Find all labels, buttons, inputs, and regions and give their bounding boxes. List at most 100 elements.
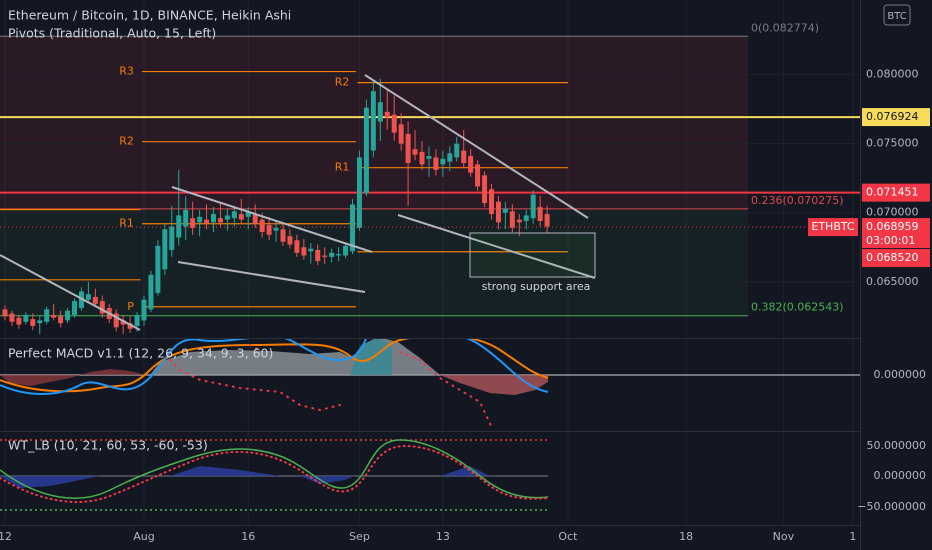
candle-body [176, 215, 182, 238]
candle-body [273, 227, 279, 231]
candle-body [419, 151, 425, 165]
candle-body [51, 314, 57, 318]
candle-body [23, 314, 29, 322]
trend-line [364, 74, 589, 219]
candle-body [2, 309, 8, 317]
candle-body [280, 229, 286, 242]
x-tick-label: Nov [773, 530, 795, 543]
candle-body [113, 313, 119, 328]
support-box [469, 232, 596, 278]
candle-body [440, 158, 446, 165]
macd-dots [169, 344, 493, 429]
candle-body [454, 143, 460, 158]
pivot-label: R1 [335, 161, 350, 174]
candle-body [65, 310, 71, 321]
candle-body [169, 226, 175, 250]
candle-body [315, 249, 321, 262]
candle-body [231, 211, 237, 219]
price-axis [860, 0, 932, 550]
candle-body [120, 320, 126, 325]
price-label-box [862, 108, 930, 127]
wt-area [0, 466, 490, 488]
candle-body [155, 245, 161, 293]
candle-body [266, 225, 272, 235]
candle-body [391, 114, 397, 133]
y-tick-label: 0.065000 [866, 275, 919, 288]
pivot-label: R2 [335, 76, 350, 89]
candle-body [405, 133, 411, 163]
candle-body [58, 316, 64, 324]
candle-body [370, 91, 376, 151]
countdown-label: 03:00:01 [866, 234, 915, 247]
price-label: 0.071451 [866, 186, 919, 199]
candle-body [127, 323, 133, 329]
macd-line [0, 339, 549, 395]
candle-body [537, 207, 543, 221]
fib-label: 0(0.082774) [751, 21, 819, 34]
candle-body [37, 320, 43, 324]
wt-tick-label: 50.000000 [867, 439, 927, 452]
candle-body [85, 294, 91, 300]
symbol-label: ETHBTC [811, 220, 855, 233]
candle-body [92, 296, 98, 304]
pivot-label: R1 [119, 217, 134, 230]
indicator-title: Pivots (Traditional, Auto, 15, Left) [8, 26, 216, 41]
candle-body [412, 149, 418, 155]
annotation: strong support area [482, 280, 591, 293]
candle-body [72, 301, 77, 315]
drawings [0, 74, 596, 331]
x-tick-label: Aug [133, 530, 154, 543]
candle-body [44, 309, 50, 322]
candle-body [9, 313, 15, 322]
macd-title: Perfect MACD v1.1 (12, 26, 9, 34, 9, 3, … [8, 346, 273, 361]
y-tick-label: 0.080000 [866, 68, 919, 81]
candle-body [252, 214, 258, 224]
candle-body [495, 201, 501, 223]
macd-pane [0, 339, 860, 429]
price-pane [0, 35, 860, 335]
candle-body [530, 194, 536, 219]
candle-body [259, 219, 265, 233]
candle-body [162, 229, 168, 270]
pivot-label: P [127, 300, 134, 313]
candle-body [343, 245, 349, 256]
candle-body [294, 240, 300, 253]
macd-histogram [0, 369, 145, 386]
candle-body [509, 211, 515, 228]
candle-body [308, 248, 314, 252]
trend-line [0, 254, 141, 331]
y-tick-label: 0.075000 [866, 137, 919, 150]
pivot-label: R2 [119, 135, 134, 148]
candle-body [426, 156, 432, 159]
price-label: 0.076924 [866, 110, 919, 123]
chart-title: Ethereum / Bitcoin, 1D, BINANCE, Heikin … [8, 8, 291, 23]
last-price-box [862, 218, 930, 249]
macd-signal [0, 339, 549, 393]
candle-body [433, 157, 439, 170]
wt-signal [0, 444, 549, 503]
candle-body [475, 164, 481, 187]
candle-body [30, 319, 36, 326]
wt-tick-label: 0.000000 [874, 469, 927, 482]
candle-body [134, 314, 140, 326]
candle-body [377, 102, 383, 122]
candle-body [238, 214, 244, 220]
candle-body [301, 247, 307, 256]
wt-line [0, 439, 549, 499]
candle-body [482, 175, 488, 204]
x-tick-label: Oct [558, 530, 578, 543]
candle-body [211, 214, 216, 223]
candle-body [322, 255, 328, 257]
macd-tick-label: 0.000000 [874, 368, 927, 381]
currency: BTC [887, 11, 906, 22]
fib-label: 0.382(0.062543) [751, 301, 844, 314]
candle-body [398, 124, 404, 144]
pivot-label: R3 [119, 65, 134, 78]
candle-body [350, 204, 355, 252]
x-tick-label: 12 [0, 530, 12, 543]
candle-body [384, 111, 390, 118]
candle-body [16, 317, 22, 325]
candle-body [287, 236, 293, 245]
candle-body [190, 218, 196, 228]
candle-body [329, 252, 335, 257]
